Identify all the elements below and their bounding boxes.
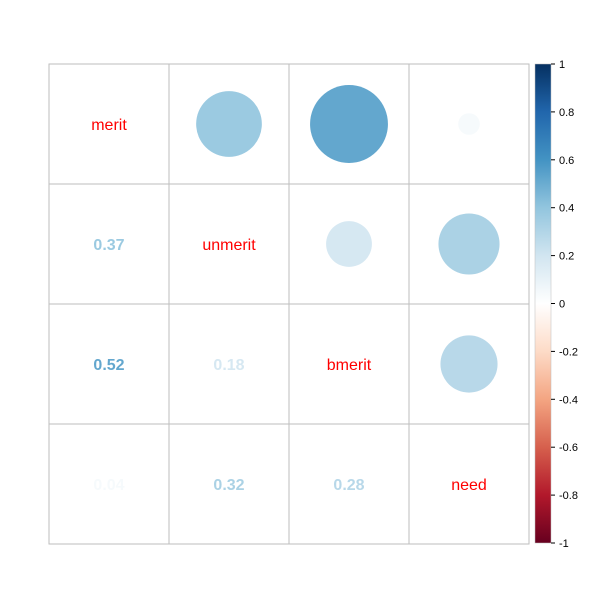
variable-label-merit: merit [91,117,127,134]
corr-circle-merit-need [458,113,480,135]
colorbar-tick-label: -1 [559,538,569,550]
colorbar-tick-label: -0.2 [559,346,578,358]
matrix-marks: merit unmerit bmerit need 0.37 0.52 0.18 0.04 0.… [91,85,500,494]
colorbar-tick-label: 0.8 [559,107,574,119]
corr-value-need-merit: 0.04 [93,477,124,494]
matrix-cells [48,63,530,545]
corr-value-unmerit-merit: 0.37 [93,237,124,254]
corr-circle-merit-unmerit [196,91,262,157]
matrix-cell-0-0 [48,63,170,185]
matrix-cell-3-2 [288,423,410,545]
corr-circle-merit-bmerit [310,85,388,163]
colorbar-tick-label: -0.4 [559,394,578,406]
matrix-cell-2-1 [168,303,290,425]
corr-value-bmerit-merit: 0.52 [93,357,124,374]
colorbar: 1 0.8 0.6 0.4 0.2 0 -0.2 -0.4 -0.6 -0.8 -1 [534,59,578,550]
corr-circle-bmerit-need [440,335,498,393]
colorbar-tick-label: -0.6 [559,442,578,454]
variable-label-need: need [451,477,487,494]
colorbar-tick-label: 0.6 [559,155,574,167]
matrix-cell-1-1 [168,183,290,305]
corr-circle-unmerit-need [438,213,500,275]
matrix-cell-1-0 [48,183,170,305]
colorbar-tick-label: 1 [559,59,565,71]
corr-circle-unmerit-bmerit [326,221,372,267]
matrix-cell-3-1 [168,423,290,545]
colorbar-tick-label: -0.8 [559,490,578,502]
colorbar-gradient [534,63,552,544]
colorbar-tick-label: 0 [559,299,565,311]
colorbar-tick-label: 0.4 [559,203,574,215]
variable-label-unmerit: unmerit [202,237,256,254]
corr-value-need-unmerit: 0.32 [213,477,244,494]
colorbar-tick-label: 0.2 [559,251,574,263]
corr-value-bmerit-unmerit: 0.18 [213,357,244,374]
variable-label-bmerit: bmerit [327,357,372,374]
matrix-cell-3-0 [48,423,170,545]
corr-value-need-bmerit: 0.28 [333,477,364,494]
matrix-cell-3-3 [408,423,530,545]
